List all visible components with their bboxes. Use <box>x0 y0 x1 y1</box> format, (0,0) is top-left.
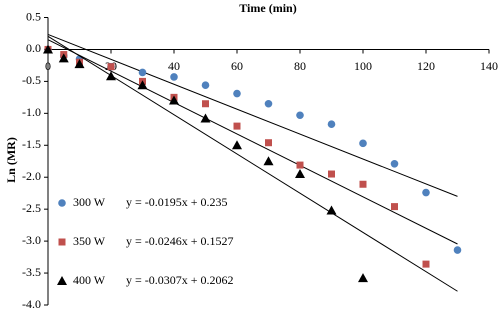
legend-label: 300 W <box>73 195 106 209</box>
trendline <box>47 35 458 292</box>
point <box>169 95 179 105</box>
point <box>358 273 368 283</box>
point <box>74 59 85 69</box>
y-tick-label: -3.0 <box>22 233 41 247</box>
point <box>200 113 211 123</box>
y-tick-label: -1.0 <box>22 105 41 119</box>
x-axis-title: Time (min) <box>239 1 296 15</box>
point <box>390 160 399 168</box>
point <box>137 80 148 90</box>
point <box>233 89 241 98</box>
point <box>328 170 335 178</box>
point <box>359 139 367 148</box>
legend-label: 350 W <box>73 234 106 248</box>
x-tick-label: 60 <box>231 59 243 73</box>
point <box>170 73 178 81</box>
x-tick-label: 120 <box>417 59 435 73</box>
y-tick-label: -2.0 <box>22 169 41 183</box>
point <box>326 205 337 215</box>
point <box>106 71 116 81</box>
point <box>391 203 398 211</box>
point <box>295 169 305 179</box>
y-tick-label: 0.5 <box>26 9 41 23</box>
legend-marker <box>57 276 67 285</box>
point <box>327 120 336 128</box>
point <box>296 111 304 120</box>
point <box>265 139 272 147</box>
point <box>138 68 147 77</box>
point <box>43 44 53 54</box>
y-tick-label: -1.5 <box>22 137 41 151</box>
x-tick-label: 100 <box>354 59 372 73</box>
point <box>232 140 242 150</box>
trendline <box>47 39 458 245</box>
point <box>296 161 304 169</box>
trendline-equation: y = -0.0307x + 0.2062 <box>126 273 234 287</box>
x-tick-label: 140 <box>480 59 498 73</box>
x-tick-label: 0 <box>45 59 51 73</box>
y-tick-label: -4.0 <box>22 297 41 311</box>
trendline <box>47 33 458 197</box>
y-axis-title: Ln (MR) <box>4 137 18 183</box>
y-tick-label: 0.0 <box>26 41 41 55</box>
point <box>233 122 241 130</box>
point <box>58 53 69 63</box>
point <box>453 246 462 254</box>
point <box>422 260 430 268</box>
legend-marker <box>58 199 66 207</box>
x-tick-label: 40 <box>168 59 180 73</box>
point <box>422 188 430 197</box>
point <box>202 100 209 108</box>
point <box>201 81 210 90</box>
trendline-equation: y = -0.0246x + 0.1527 <box>126 234 234 248</box>
legend-marker <box>58 238 66 246</box>
point <box>263 156 274 166</box>
point <box>107 63 115 71</box>
y-tick-label: -3.5 <box>22 265 41 279</box>
y-tick-label: -0.5 <box>22 73 41 87</box>
point <box>264 99 273 108</box>
trendline-equation: y = -0.0195x + 0.235 <box>126 195 228 209</box>
x-tick-label: 80 <box>294 59 306 73</box>
y-tick-label: -2.5 <box>22 201 41 215</box>
legend-label: 400 W <box>73 273 106 287</box>
point <box>359 180 367 188</box>
